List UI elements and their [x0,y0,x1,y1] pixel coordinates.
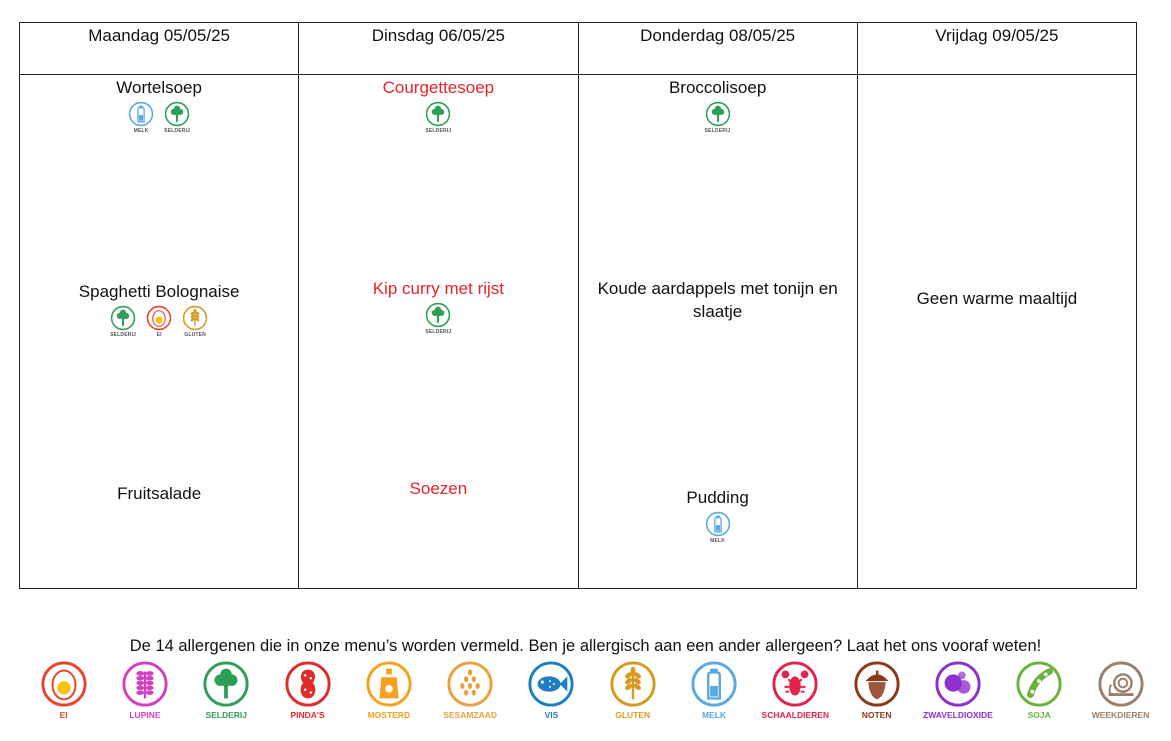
menu-table: Maandag 05/05/25 Dinsdag 06/05/25 Donder… [18,22,1138,589]
celery-icon: SELDERIJ [424,101,452,134]
soy-icon [1015,660,1063,708]
dish-item: Spaghetti Bolognaise SELDERIJ EI GLUTEN [20,280,298,338]
dish-allergen-icons: MELK [579,511,857,544]
legend-item-weekdieren: WEEKDIEREN [1080,660,1161,720]
day-header-row: Maandag 05/05/25 Dinsdag 06/05/25 Donder… [18,22,1138,75]
legend-label: GLUTEN [615,710,651,720]
legend-item-ei: EI [23,660,104,720]
allergen-label: SELDERIJ [164,128,191,134]
nut-icon [853,660,901,708]
mustard-icon [365,660,413,708]
celery-icon [202,660,250,708]
legend-label: EI [59,710,68,720]
legend-item-noten: NOTEN [836,660,917,720]
allergen-label: SELDERIJ [425,128,452,134]
lobster-icon [771,660,819,708]
allergen-label: SELDERIJ [110,332,137,338]
dish-item: Kip curry met rijst SELDERIJ [299,277,577,335]
allergen-legend-caption: De 14 allergenen die in onze menu’s word… [129,637,1042,655]
legend-item-schaaldieren: SCHAALDIEREN [755,660,836,720]
legend-label: ZWAVELDIOXIDE [923,710,993,720]
egg-icon [40,660,88,708]
dish-name: Geen warme maaltijd [916,289,1078,308]
allergen-label: GLUTEN [184,332,206,338]
dish-allergen-icons: MELK SELDERIJ [20,101,298,134]
dish-name: Spaghetti Bolognaise [78,282,240,301]
allergen-label: MELK [710,538,726,544]
dish-name: Wortelsoep [116,78,202,97]
allergen-label: EI [156,332,162,338]
celery-icon: SELDERIJ [704,101,732,134]
peanut-icon [284,660,332,708]
dish-item: Soezen [299,477,577,500]
sesame-icon [446,660,494,708]
day-header-friday: Vrijdag 09/05/25 [856,22,1138,75]
legend-label: SESAMZAAD [443,710,498,720]
legend-label: VIS [544,710,559,720]
legend-item-sesamzaad: SESAMZAAD [429,660,510,720]
milk-icon [690,660,738,708]
dish-name: Pudding [686,488,749,507]
dish-allergen-icons: SELDERIJ EI GLUTEN [20,305,298,338]
day-header-thursday: Donderdag 08/05/25 [577,22,858,75]
dish-item: Broccolisoep SELDERIJ [579,76,857,134]
dish-name: Kip curry met rijst [372,279,505,298]
legend-label: SCHAALDIEREN [761,710,830,720]
legend-label: MOSTERD [367,710,411,720]
day-cell-friday: Geen warme maaltijd [856,74,1138,589]
dish-name: Soezen [409,479,468,498]
legend-label: NOTEN [861,710,892,720]
legend-label: LUPINE [129,710,161,720]
allergen-label: SELDERIJ [704,128,731,134]
egg-icon: EI [145,305,173,338]
lupine-icon [121,660,169,708]
allergen-label: MELK [133,128,149,134]
celery-icon: SELDERIJ [109,305,137,338]
legend-item-mosterd: MOSTERD [348,660,429,720]
legend-item-gluten: GLUTEN [592,660,673,720]
wheat-icon: GLUTEN [181,305,209,338]
legend-label: PINDA'S [290,710,325,720]
celery-icon: SELDERIJ [424,302,452,335]
dish-name: Koude aardappels met tonijn en slaatje [597,279,838,321]
dish-item: Pudding MELK [579,486,857,544]
legend-item-zwaveldioxide: ZWAVELDIOXIDE [917,660,998,720]
dish-item: Fruitsalade [20,482,298,505]
day-cell-thursday: Broccolisoep SELDERIJ Koude aardappels met… [577,74,858,589]
dish-item: Wortelsoep MELK SELDERIJ [20,76,298,134]
day-cell-tuesday: Courgettesoep SELDERIJ Kip curry met rijst… [298,74,579,589]
dish-name: Broccolisoep [668,78,767,97]
celery-icon: SELDERIJ [163,101,191,134]
dish-item: Koude aardappels met tonijn en slaatje [579,277,857,323]
legend-label: MELK [701,710,727,720]
dish-allergen-icons: SELDERIJ [299,302,577,335]
menu-row: Wortelsoep MELK SELDERIJ Spaghetti Bolognai… [18,74,1138,589]
day-cell-monday: Wortelsoep MELK SELDERIJ Spaghetti Bolognai… [18,74,300,589]
legend-label: SOJA [1027,710,1051,720]
legend-item-soja: SOJA [999,660,1080,720]
legend-label: SELDERIJ [205,710,248,720]
milk-icon: MELK [704,511,732,544]
legend-item-pindas: PINDA'S [267,660,348,720]
legend-item-vis: VIS [511,660,592,720]
milk-icon: MELK [127,101,155,134]
allergen-legend: EI LUPINE SELDERIJ PINDA'S MOSTERD SESAMZAAD V… [23,660,1161,720]
wheat-icon [609,660,657,708]
legend-item-selderij: SELDERIJ [186,660,267,720]
day-header-monday: Maandag 05/05/25 [18,22,300,75]
fish-icon [527,660,575,708]
dish-allergen-icons: SELDERIJ [299,101,577,134]
legend-item-lupine: LUPINE [104,660,185,720]
dish-name: Fruitsalade [117,484,202,503]
dish-item: Geen warme maaltijd [858,287,1136,310]
day-header-tuesday: Dinsdag 06/05/25 [298,22,579,75]
allergen-label: SELDERIJ [425,329,452,335]
dish-item: Courgettesoep SELDERIJ [299,76,577,134]
legend-item-melk: MELK [673,660,754,720]
dish-name: Courgettesoep [382,78,495,97]
legend-label: WEEKDIEREN [1091,710,1150,720]
molecule-icon [934,660,982,708]
dish-allergen-icons: SELDERIJ [579,101,857,134]
snail-icon [1097,660,1145,708]
